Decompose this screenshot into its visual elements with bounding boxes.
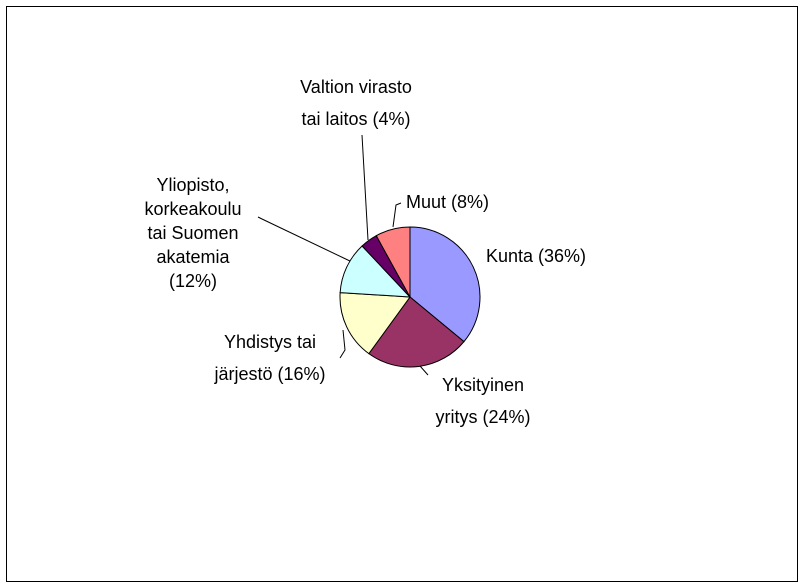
label-line: Kunta (36%) <box>486 246 586 266</box>
data-label: Yhdistys tai järjestö (16%) <box>213 332 325 384</box>
label-line: Yliopisto, <box>156 175 229 195</box>
label-line: yritys (24%) <box>435 407 530 427</box>
pie-slice <box>339 292 411 355</box>
label-line: (12%) <box>169 271 217 291</box>
pie-slice <box>409 226 481 343</box>
data-label: Kunta (36%) <box>486 246 586 266</box>
leader-line <box>257 216 353 263</box>
pie-slice <box>375 226 411 298</box>
label-line: Yhdistys tai <box>224 332 316 352</box>
leader-line <box>392 202 402 228</box>
data-label: Yksityinen yritys (24%) <box>435 375 530 427</box>
label-line: Yksityinen <box>442 375 524 395</box>
pie-slice <box>368 296 465 368</box>
data-label: Yliopisto, korkeakoulu tai Suomen akatemia (… <box>144 175 241 291</box>
label-line: Muut (8%) <box>406 192 489 212</box>
label-line: järjestö (16%) <box>213 364 325 384</box>
leader-line <box>339 329 346 359</box>
label-line: tai Suomen <box>147 223 238 243</box>
leader-line <box>361 134 369 241</box>
label-line: korkeakoulu <box>144 199 241 219</box>
label-line: akatemia <box>156 247 230 267</box>
leader-line <box>419 365 429 376</box>
data-label: Muut (8%) <box>406 192 489 212</box>
label-line: tai laitos (4%) <box>301 109 410 129</box>
label-line: Valtion virasto <box>300 77 412 97</box>
data-label: Valtion virasto tai laitos (4%) <box>300 77 412 129</box>
